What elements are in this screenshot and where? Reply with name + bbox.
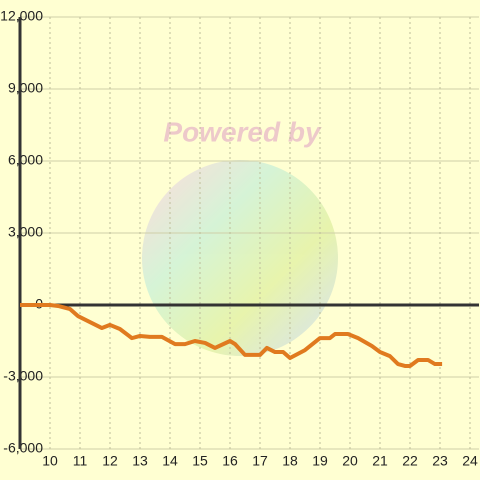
x-tick-label: 12: [102, 453, 118, 469]
x-tick-label: 24: [462, 453, 478, 469]
x-tick-label: 20: [342, 453, 358, 469]
watermark-text: Powered by: [163, 116, 322, 147]
y-tick-label: 3,000: [8, 224, 43, 240]
x-tick-label: 13: [132, 453, 148, 469]
x-tick-label: 19: [312, 453, 328, 469]
watermark-logo: [142, 160, 338, 356]
x-tick-label: 11: [73, 453, 88, 469]
y-tick-label: 6,000: [8, 152, 43, 168]
y-tick-label: 9,000: [8, 80, 43, 96]
x-tick-label: 18: [282, 453, 298, 469]
x-tick-label: 23: [432, 453, 448, 469]
x-tick-label: 22: [402, 453, 418, 469]
watermark: Powered by: [142, 116, 338, 356]
y-tick-label: -6,000: [3, 440, 43, 456]
y-tick-label: 12,000: [0, 8, 43, 24]
x-tick-label: 10: [42, 453, 58, 469]
x-tick-label: 15: [192, 453, 208, 469]
x-tick-label: 16: [222, 453, 238, 469]
x-tick-label: 21: [372, 453, 388, 469]
x-tick-label: 17: [252, 453, 268, 469]
x-tick-label: 14: [162, 453, 178, 469]
y-tick-label: -3,000: [3, 368, 43, 384]
data-line: [20, 303, 443, 368]
